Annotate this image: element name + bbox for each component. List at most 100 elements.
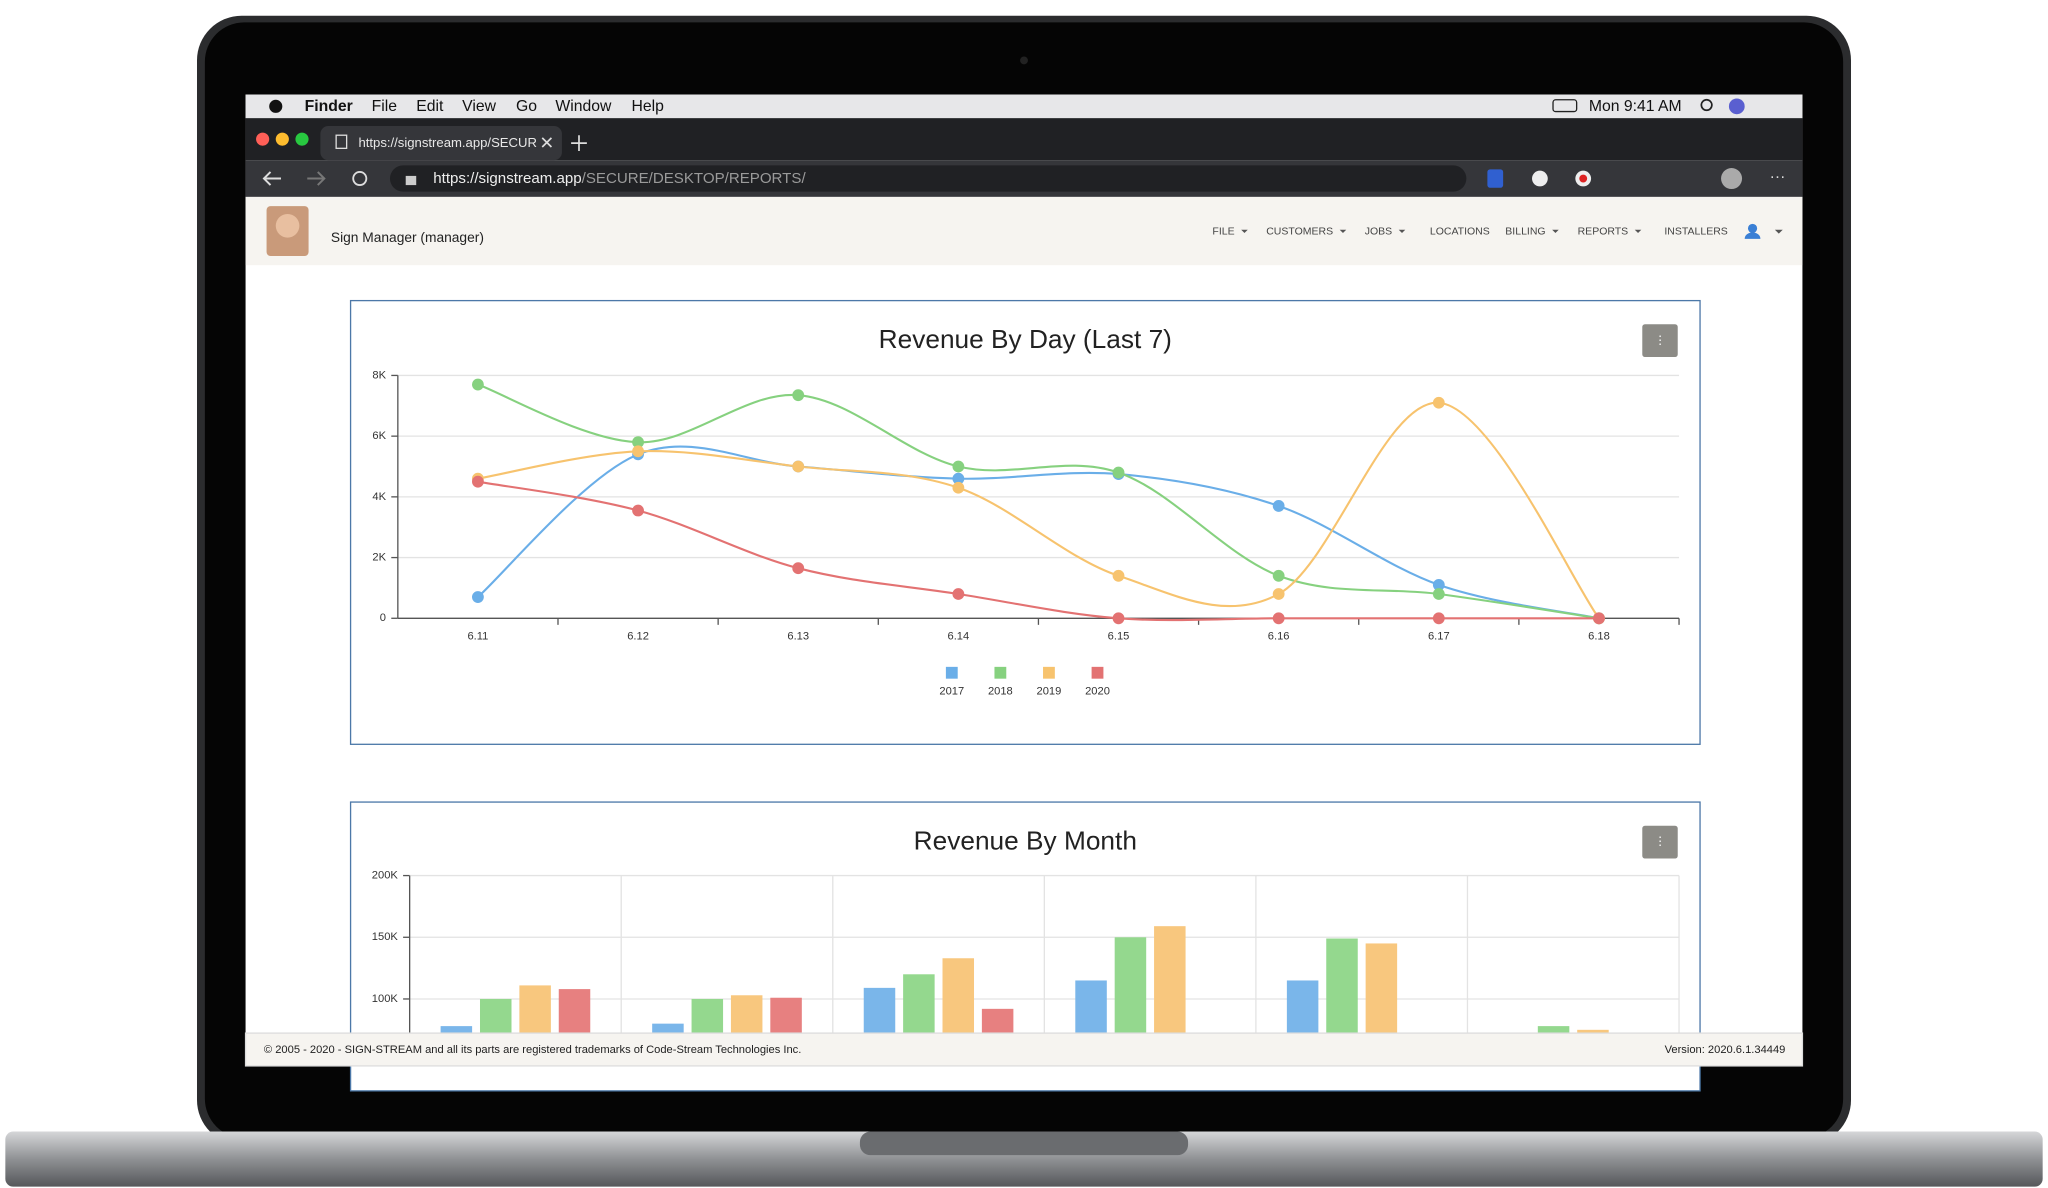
nav-item[interactable]: REPORTS [1578,225,1629,237]
legend-label[interactable]: 2020 [1085,686,1110,698]
data-point[interactable] [1432,612,1445,625]
bar[interactable] [730,995,763,1122]
tab-icon [335,134,348,149]
bar[interactable] [652,1023,684,1123]
data-point[interactable] [472,591,484,603]
data-point[interactable] [952,460,965,473]
data-point[interactable] [632,504,644,517]
bar[interactable] [1286,980,1319,1122]
menu-item[interactable]: Go [516,98,537,115]
legend-swatch[interactable] [1043,666,1055,679]
nav-item[interactable]: FILE [1212,225,1234,237]
bar[interactable] [558,989,591,1122]
tab-title[interactable]: https://signstream.app/SECUR [358,135,537,150]
legend-swatch[interactable] [1091,666,1104,679]
bar[interactable] [1326,938,1358,1123]
address-field[interactable] [389,165,1467,192]
menu-item[interactable]: View [462,98,496,115]
bar[interactable] [1365,943,1398,1122]
chart-title: Revenue By Day (Last 7) [879,324,1172,354]
legend-label[interactable]: 2017 [939,686,964,698]
bar[interactable] [903,974,935,1122]
siri-icon[interactable] [1728,98,1745,115]
data-point[interactable] [1432,578,1445,591]
zoom-window[interactable] [295,132,309,146]
profile-icon[interactable] [1721,168,1743,190]
extension-icon[interactable] [1487,169,1504,188]
data-point[interactable] [1272,569,1285,582]
bar[interactable] [519,985,551,1122]
data-point[interactable] [952,472,965,485]
menubar [245,94,1803,119]
bar-chart: Revenue By Month 100K 150K 200K [372,826,1680,1123]
data-point[interactable] [1272,588,1285,600]
menu-item[interactable]: Edit [416,98,444,115]
data-point[interactable] [1272,500,1285,512]
minimize-window[interactable] [275,132,289,146]
data-point[interactable] [472,475,484,488]
bar[interactable] [1075,980,1107,1122]
bar[interactable] [1577,1029,1609,1123]
data-point[interactable] [1272,612,1285,625]
chart-menu-button[interactable] [1642,825,1678,859]
nav-item[interactable]: JOBS [1365,225,1392,237]
menu-item[interactable]: File [372,98,398,115]
back-button[interactable] [262,171,282,186]
data-point[interactable] [792,562,805,575]
menu-item[interactable]: Help [632,98,665,115]
data-point[interactable] [1112,466,1125,479]
footer [244,1032,1804,1067]
forward-button[interactable] [307,171,326,186]
bar[interactable] [1114,937,1147,1122]
tab-close[interactable] [541,137,553,148]
menu-item[interactable]: Window [555,98,612,115]
menu-app[interactable]: Finder [305,98,353,115]
legend-label[interactable]: 2018 [988,686,1013,698]
reload-button[interactable] [352,171,368,187]
data-point[interactable] [952,481,965,494]
legend-swatch[interactable] [945,666,958,679]
bar[interactable] [981,1008,1014,1123]
search-icon[interactable] [1700,98,1713,112]
apple-logo[interactable] [269,99,283,113]
bar[interactable] [440,1026,473,1122]
bar[interactable] [1154,926,1186,1122]
bar[interactable] [1537,1026,1570,1122]
bar[interactable] [863,987,896,1123]
bar[interactable] [479,998,512,1122]
data-point[interactable] [792,389,805,402]
data-point[interactable] [1112,612,1125,625]
data-point[interactable] [792,460,805,473]
data-point[interactable] [632,436,644,449]
data-point[interactable] [1112,569,1125,582]
version: Version: 2020.6.1.34449 [1665,1044,1786,1056]
extension-icon[interactable] [1532,170,1548,187]
data-point[interactable] [472,378,484,391]
x-tick-label: 6.17 [1428,631,1450,643]
nav-item[interactable]: CUSTOMERS [1266,225,1333,237]
bar[interactable] [942,958,975,1122]
chart-menu-button[interactable] [1642,324,1678,358]
url-host[interactable]: https://signstream.app [433,170,581,187]
legend-swatch[interactable] [994,666,1007,679]
data-point[interactable] [1432,588,1445,600]
bar[interactable] [691,998,724,1122]
new-tab[interactable] [571,135,587,151]
legend-label[interactable]: 2019 [1037,686,1062,698]
data-point[interactable] [632,445,644,458]
data-point[interactable] [952,588,965,600]
data-point[interactable] [1432,396,1445,409]
nav-item[interactable]: INSTALLERS [1664,225,1727,237]
nav-item[interactable]: LOCATIONS [1430,225,1490,237]
url-path[interactable]: /SECURE/DESKTOP/REPORTS/ [582,170,807,187]
y-tick-label: 0 [380,612,386,624]
more-menu[interactable]: ··· [1770,168,1786,185]
nav-item[interactable]: BILLING [1505,225,1545,237]
webcam [1020,56,1028,65]
user-menu-icon[interactable] [1747,223,1758,234]
data-point[interactable] [1593,612,1605,625]
tab[interactable] [320,126,562,161]
close-window[interactable] [256,132,270,146]
bar[interactable] [770,997,802,1123]
